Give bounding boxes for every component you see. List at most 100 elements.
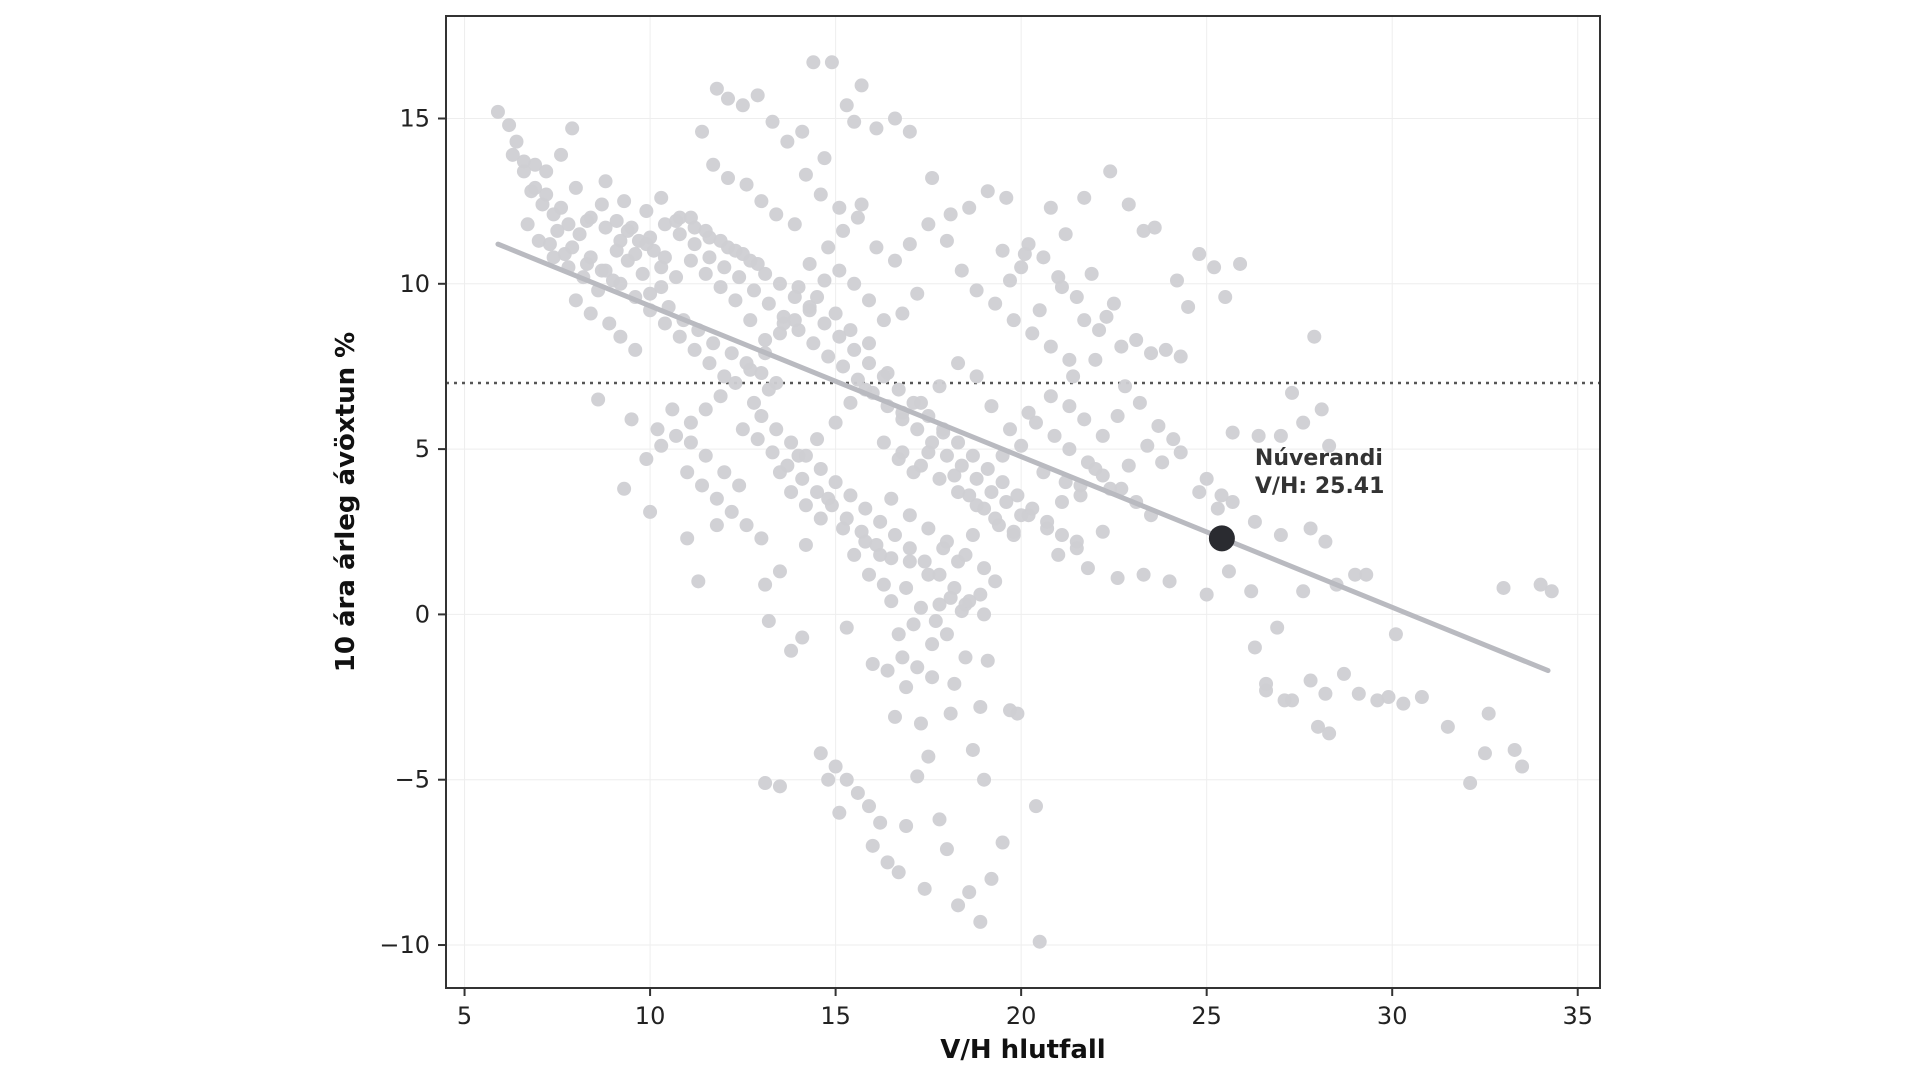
scatter-point [965, 528, 980, 543]
scatter-point [565, 121, 580, 136]
scatter-point [1181, 299, 1196, 314]
scatter-point [580, 213, 595, 228]
scatter-point [795, 471, 810, 486]
scatter-point [1296, 584, 1311, 599]
scatter-point [995, 475, 1010, 490]
scatter-point [669, 428, 684, 443]
scatter-point [769, 207, 784, 222]
scatter-point [739, 177, 754, 192]
scatter-point [895, 412, 910, 427]
x-tick-label: 10 [635, 1002, 666, 1030]
scatter-point [821, 349, 836, 364]
y-tick-label: −10 [379, 931, 430, 959]
scatter-point [1073, 488, 1088, 503]
scatter-point [1058, 227, 1073, 242]
y-axis-title: 10 ára árleg ávöxtun % [331, 332, 361, 672]
scatter-point [758, 776, 773, 791]
scatter-point [795, 630, 810, 645]
scatter-point [683, 210, 698, 225]
scatter-point [995, 243, 1010, 258]
scatter-point [980, 184, 995, 199]
scatter-point [828, 475, 843, 490]
scatter-point [832, 200, 847, 215]
scatter-point [862, 356, 877, 371]
x-tick-label: 35 [1562, 1002, 1593, 1030]
scatter-point [839, 620, 854, 635]
scatter-point [1273, 528, 1288, 543]
scatter-point [884, 491, 899, 506]
scatter-point [954, 458, 969, 473]
scatter-point [650, 422, 665, 437]
scatter-point [932, 567, 947, 582]
scatter-point [873, 815, 888, 830]
scatter-point [810, 485, 825, 500]
scatter-point [1225, 495, 1240, 509]
scatter-point [1144, 346, 1159, 361]
scatter-point [709, 491, 724, 506]
scatter-point [1021, 405, 1036, 420]
scatter-point [1318, 534, 1333, 549]
scatter-point [750, 88, 765, 103]
scatter-point [1285, 385, 1300, 400]
scatter-point [1481, 706, 1496, 721]
scatter-point [1192, 485, 1207, 500]
current-value-marker [1208, 525, 1235, 552]
scatter-point [858, 501, 873, 516]
scatter-point [754, 531, 769, 546]
scatter-point [687, 342, 702, 357]
scatter-point [743, 362, 758, 377]
scatter-point [769, 422, 784, 437]
scatter-point [824, 498, 839, 513]
scatter-point [887, 709, 902, 724]
annotation-label-line-2: V/H: 25.41 [1255, 474, 1385, 499]
scatter-point [798, 167, 813, 182]
scatter-point [1062, 352, 1077, 367]
plot-frame [445, 15, 1601, 989]
scatter-point [1247, 640, 1262, 655]
scatter-point [1351, 686, 1366, 701]
scatter-point [828, 415, 843, 430]
scatter-point [1199, 471, 1214, 486]
scatter-point [654, 260, 669, 275]
scatter-point [869, 537, 884, 552]
scatter-point [743, 253, 758, 268]
scatter-point [969, 471, 984, 486]
scatter-point [962, 885, 977, 900]
scatter-point [847, 342, 862, 357]
y-tick-label: 15 [399, 104, 430, 132]
scatter-point [977, 772, 992, 787]
scatter-point [902, 237, 917, 252]
scatter-point [939, 627, 954, 642]
scatter-point [735, 422, 750, 437]
scatter-point [1069, 541, 1084, 556]
scatter-point [754, 194, 769, 209]
scatter-point [925, 435, 940, 450]
scatter-point [1515, 759, 1530, 774]
scatter-point [598, 174, 613, 189]
scatter-point [542, 237, 557, 252]
scatter-point [591, 392, 606, 407]
scatter-point [887, 111, 902, 126]
scatter-point [702, 250, 717, 265]
scatter-point [973, 699, 988, 714]
scatter-point [910, 660, 925, 675]
scatter-point [1162, 574, 1177, 589]
scatter-point [598, 220, 613, 235]
scatter-point [758, 333, 773, 347]
scatter-point [1062, 399, 1077, 414]
scatter-point [969, 369, 984, 384]
scatter-point [880, 663, 895, 678]
scatter-point [1032, 303, 1047, 318]
scatter-point [624, 220, 639, 235]
scatter-point [1095, 468, 1110, 483]
scatter-point [1273, 428, 1288, 443]
scatter-point [891, 865, 906, 880]
scatter-point [1028, 799, 1043, 814]
scatter-point [680, 531, 695, 546]
scatter-point [594, 197, 609, 212]
scatter-point [683, 435, 698, 450]
scatter-point [969, 283, 984, 298]
scatter-point [1084, 266, 1099, 281]
scatter-point [806, 55, 821, 70]
